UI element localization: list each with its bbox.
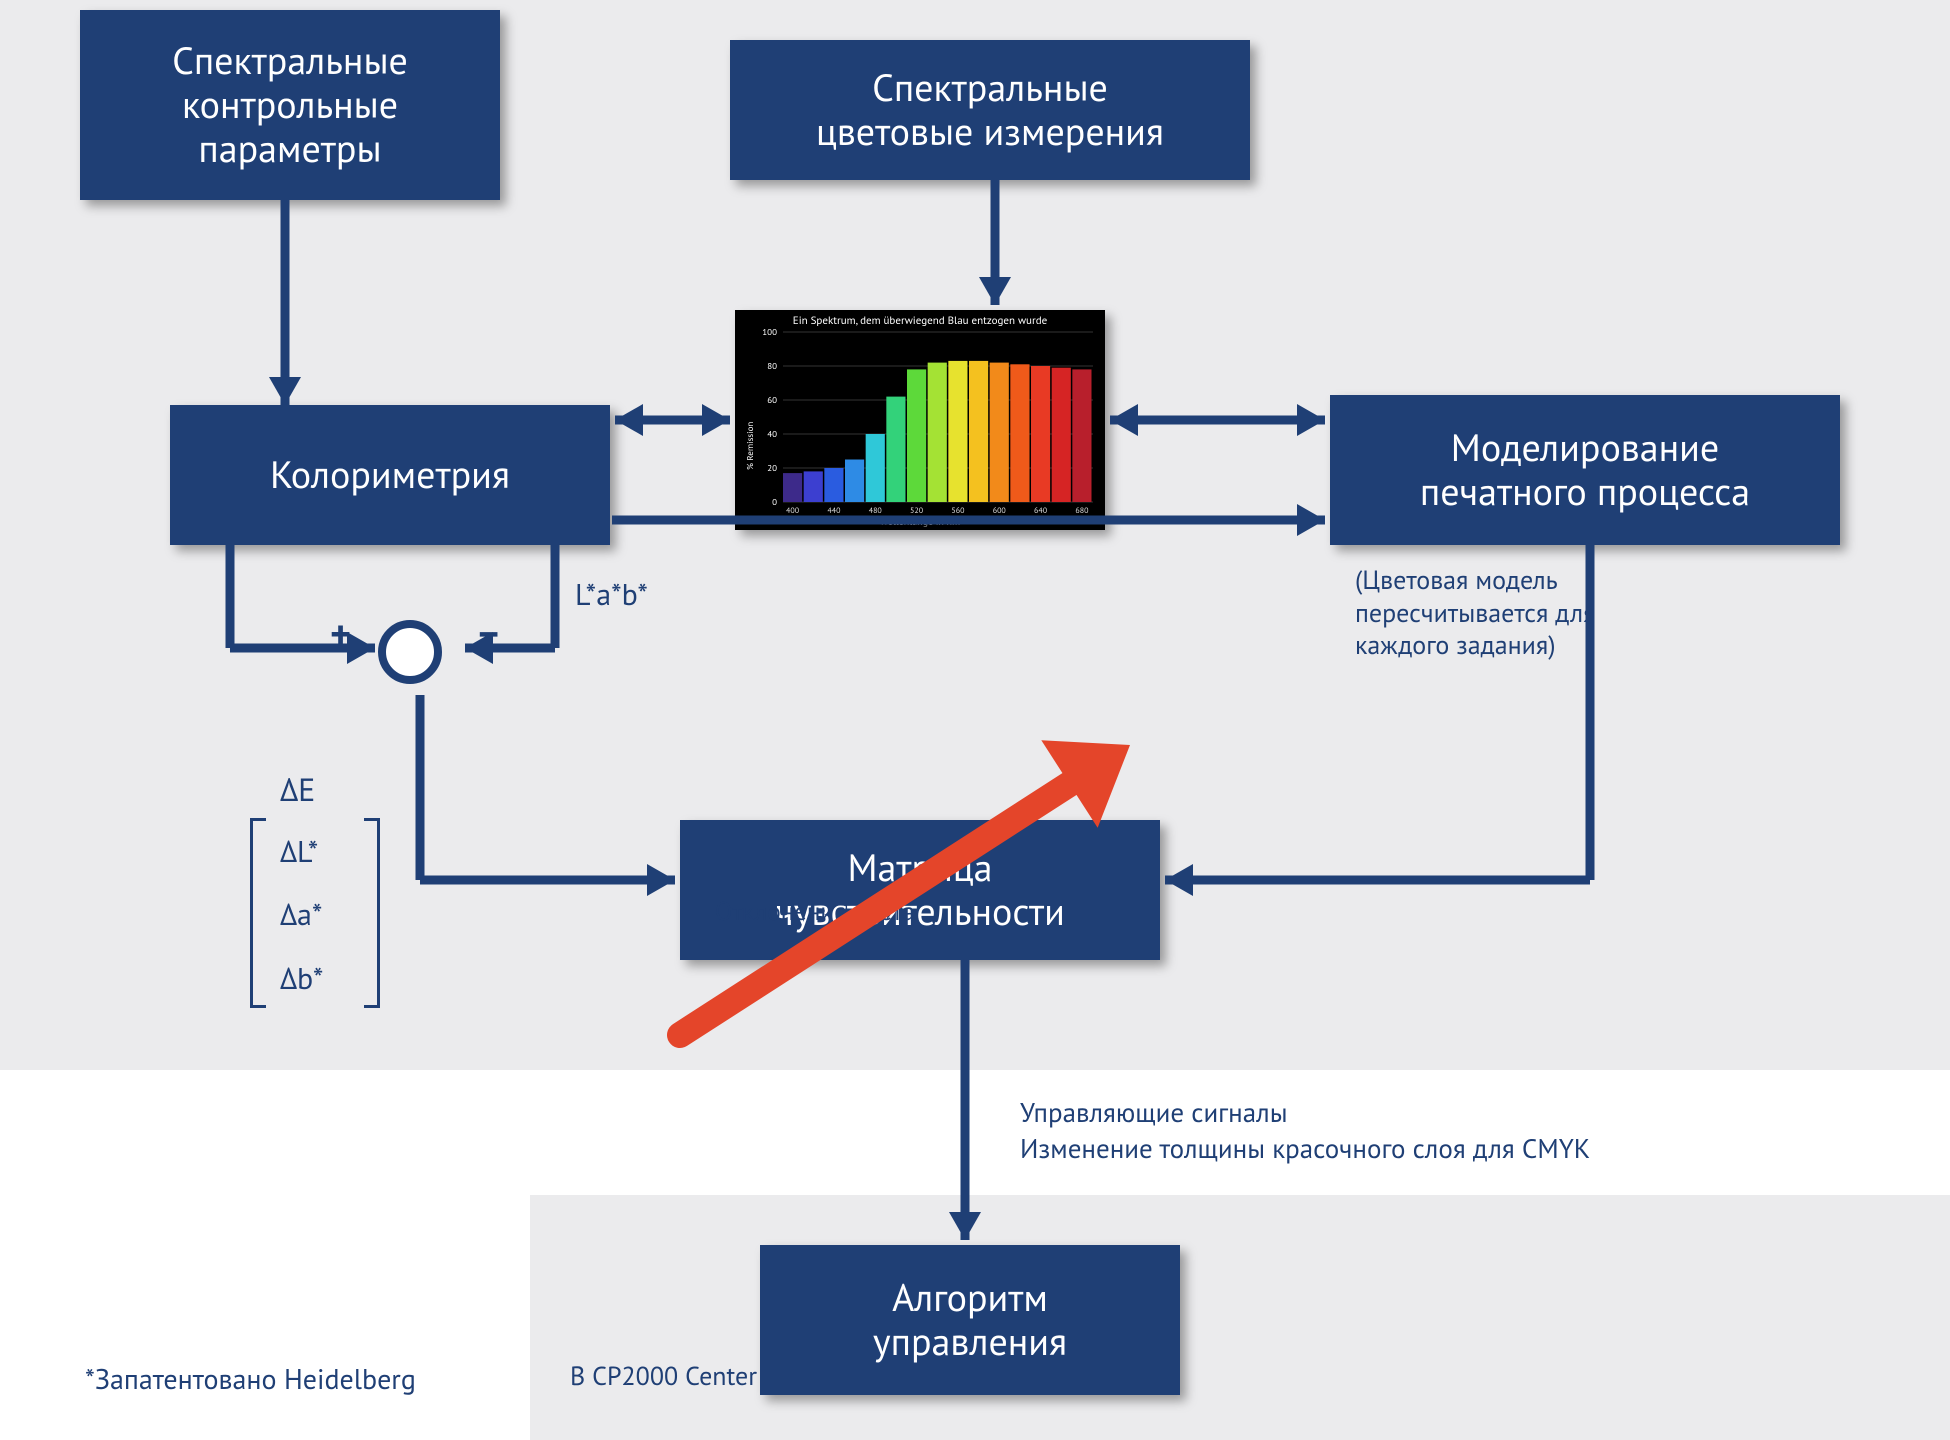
spectrum-chart: Ein Spektrum, dem überwiegend Blau entzo… [735, 310, 1105, 530]
control-signals-note: Управляющие сигналыИзменение толщины кра… [1020, 1095, 1590, 1168]
delta-b-label: Δb* [280, 959, 323, 998]
svg-text:600: 600 [993, 506, 1007, 516]
svg-text:560: 560 [951, 506, 965, 516]
node-modeling: Моделированиепечатного процесса [1330, 395, 1840, 545]
node-colorimetry: Колориметрия [170, 405, 610, 545]
bracket-left [250, 818, 266, 1008]
svg-text:400: 400 [786, 506, 800, 516]
node-spectral-control-params: Спектральныеконтрольныепараметры [80, 10, 500, 200]
node-control-algorithm: Алгоритмуправления [760, 1245, 1180, 1395]
bottom-panel [530, 1195, 1950, 1440]
summing-plus-sign: + [330, 608, 351, 660]
svg-text:520: 520 [910, 506, 924, 516]
svg-text:440: 440 [827, 506, 841, 516]
svg-text:40: 40 [767, 429, 777, 440]
bracket-right [364, 818, 380, 1008]
model-recalc-note: (Цветовая модельпересчитывается длякаждо… [1355, 565, 1596, 663]
color-deviation-label: Отклонение цвета [715, 895, 915, 927]
svg-text:640: 640 [1034, 506, 1048, 516]
patent-footnote: *Запатентовано Heidelberg [85, 1360, 416, 1397]
svg-text:60: 60 [767, 395, 777, 406]
node-spectral-measurements: Спектральныецветовые измерения [730, 40, 1250, 180]
svg-text:20: 20 [767, 463, 777, 474]
svg-text:680: 680 [1075, 506, 1089, 516]
svg-text:0: 0 [772, 497, 777, 508]
node-sensitivity-matrix: Матрицачувствительности [680, 820, 1160, 960]
summing-minus-sign: − [478, 608, 499, 660]
spectrum-bars: 0 20 40 60 80 100 400 440 480 520 560 600 640 680 [735, 310, 1105, 530]
lab-label: L*a*b* [575, 575, 648, 614]
cp2000-center-label: В CP2000 Center [570, 1360, 757, 1393]
delta-l-label: ΔL* [280, 832, 318, 871]
summing-junction [378, 620, 442, 684]
svg-text:100: 100 [762, 327, 777, 338]
delta-e-label: ΔE [280, 768, 315, 810]
svg-text:80: 80 [767, 361, 777, 372]
delta-a-label: Δa* [280, 895, 322, 934]
svg-text:480: 480 [869, 506, 883, 516]
